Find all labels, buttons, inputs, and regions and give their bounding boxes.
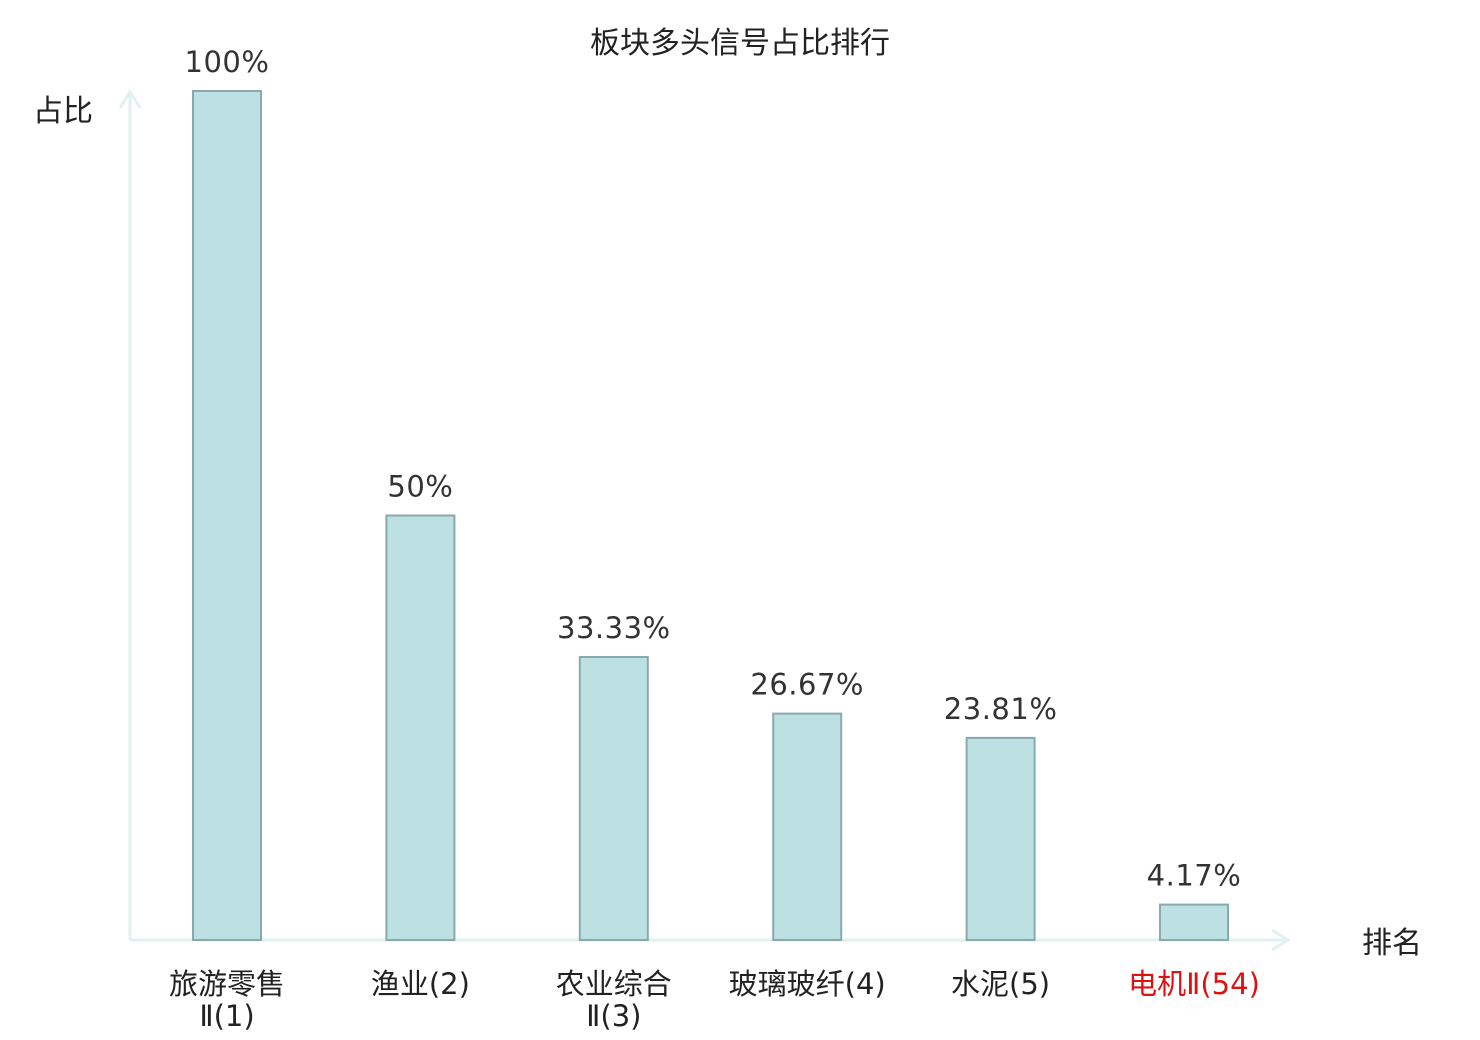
bar-4 bbox=[772, 712, 843, 941]
y-axis-arrow-icon bbox=[118, 89, 142, 109]
x-tick-label-6: 电机Ⅱ(54) bbox=[1128, 967, 1260, 1001]
bar-6 bbox=[1159, 903, 1229, 941]
bar-value-label-1: 100% bbox=[185, 45, 270, 79]
x-tick-label-2: 渔业(2) bbox=[371, 967, 470, 1001]
x-axis-arrow-icon bbox=[1271, 928, 1291, 952]
bar-2 bbox=[385, 514, 456, 941]
x-tick-label-5: 水泥(5) bbox=[951, 967, 1050, 1001]
bar-value-label-3: 33.33% bbox=[557, 611, 671, 645]
axes bbox=[118, 89, 1291, 952]
x-tick-label-3-line-1: 农业综合 bbox=[556, 967, 672, 1001]
chart-title: 板块多头信号占比排行 bbox=[590, 26, 890, 61]
bars-group bbox=[192, 90, 1229, 942]
x-axis-label: 排名 bbox=[1362, 926, 1422, 961]
x-tick-label-3-line-2: Ⅱ(3) bbox=[586, 999, 641, 1033]
value-labels-group: 100% 50% 33.33% 26.67% 23.81% 4.17% bbox=[185, 45, 1242, 893]
bar-value-label-6: 4.17% bbox=[1147, 859, 1242, 893]
bar-5 bbox=[965, 736, 1036, 942]
x-tick-label-1-line-2: Ⅱ(1) bbox=[199, 999, 254, 1033]
bar-value-label-2: 50% bbox=[387, 470, 453, 504]
x-tick-label-4: 玻璃玻纤(4) bbox=[729, 967, 886, 1001]
bar-value-label-5: 23.81% bbox=[944, 692, 1058, 726]
bar-1 bbox=[192, 90, 262, 941]
x-tick-label-1-line-1: 旅游零售 bbox=[169, 967, 285, 1001]
bar-value-label-4: 26.67% bbox=[750, 668, 864, 702]
y-axis-label: 占比 bbox=[33, 94, 93, 129]
bar-3 bbox=[578, 656, 649, 941]
